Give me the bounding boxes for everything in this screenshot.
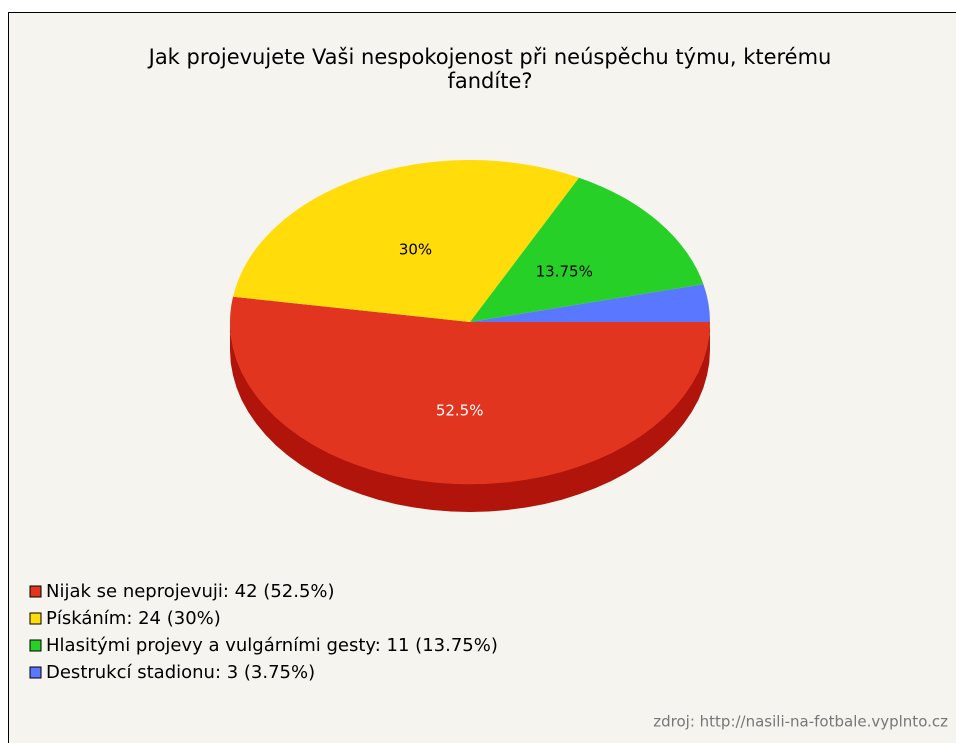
legend-label: Destrukcí stadionu: 3 (3.75%) xyxy=(46,662,315,683)
slice xyxy=(230,296,711,485)
slice xyxy=(470,177,704,322)
legend-swatch xyxy=(29,639,42,652)
slice-label: 13.75% xyxy=(536,262,593,280)
source: zdroj: http://nasili-na-fotbale.vyplnto.… xyxy=(653,713,948,731)
legend-swatch xyxy=(29,612,42,625)
legend-swatch xyxy=(29,666,42,679)
legend-label: Hlasitými projevy a vulgárními gesty: 11… xyxy=(46,635,498,656)
slice-side xyxy=(230,322,710,512)
title-line: Jak projevujete Vaši nespokojenost při n… xyxy=(147,45,832,69)
legend-label: Pískáním: 24 (30%) xyxy=(46,608,221,629)
legend-label: Nijak se neprojevuji: 42 (52.5%) xyxy=(46,581,335,602)
chart-title: Jak projevujete Vaši nespokojenost při n… xyxy=(147,45,832,93)
legend-swatch xyxy=(29,585,42,598)
title-line: fandíte? xyxy=(447,69,532,93)
slice xyxy=(470,284,710,322)
slice-label: 52.5% xyxy=(436,401,484,419)
slice xyxy=(233,160,579,322)
slice-label: 30% xyxy=(399,240,432,258)
